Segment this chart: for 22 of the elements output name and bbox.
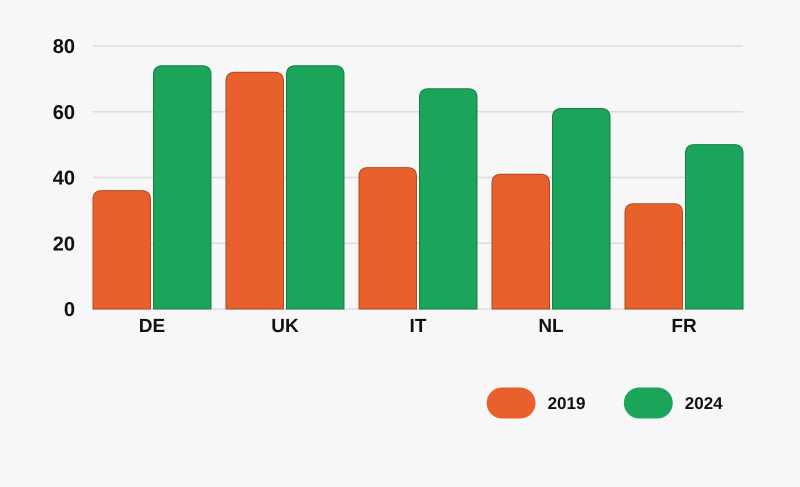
x-tick-label: UK xyxy=(271,316,299,337)
bar xyxy=(624,203,683,310)
bar xyxy=(226,72,284,310)
y-tick-label: 20 xyxy=(52,233,75,256)
bar xyxy=(286,65,344,310)
x-tick-label: IT xyxy=(410,316,427,337)
y-tick-label: 80 xyxy=(52,36,75,58)
bar xyxy=(492,174,550,310)
legend-label: 2019 xyxy=(548,394,586,413)
bar xyxy=(358,167,417,310)
bar xyxy=(92,190,151,310)
x-tick-label: DE xyxy=(138,316,166,337)
y-tick-label: 60 xyxy=(52,102,75,124)
x-tick-label: NL xyxy=(538,316,564,337)
legend-label: 2024 xyxy=(684,394,724,413)
y-tick-label: 0 xyxy=(64,299,75,321)
bar xyxy=(552,108,610,310)
x-tick-label: FR xyxy=(671,316,697,337)
y-tick-label: 40 xyxy=(52,168,75,190)
bar xyxy=(153,65,212,310)
bar xyxy=(419,88,478,310)
bar xyxy=(685,144,744,310)
